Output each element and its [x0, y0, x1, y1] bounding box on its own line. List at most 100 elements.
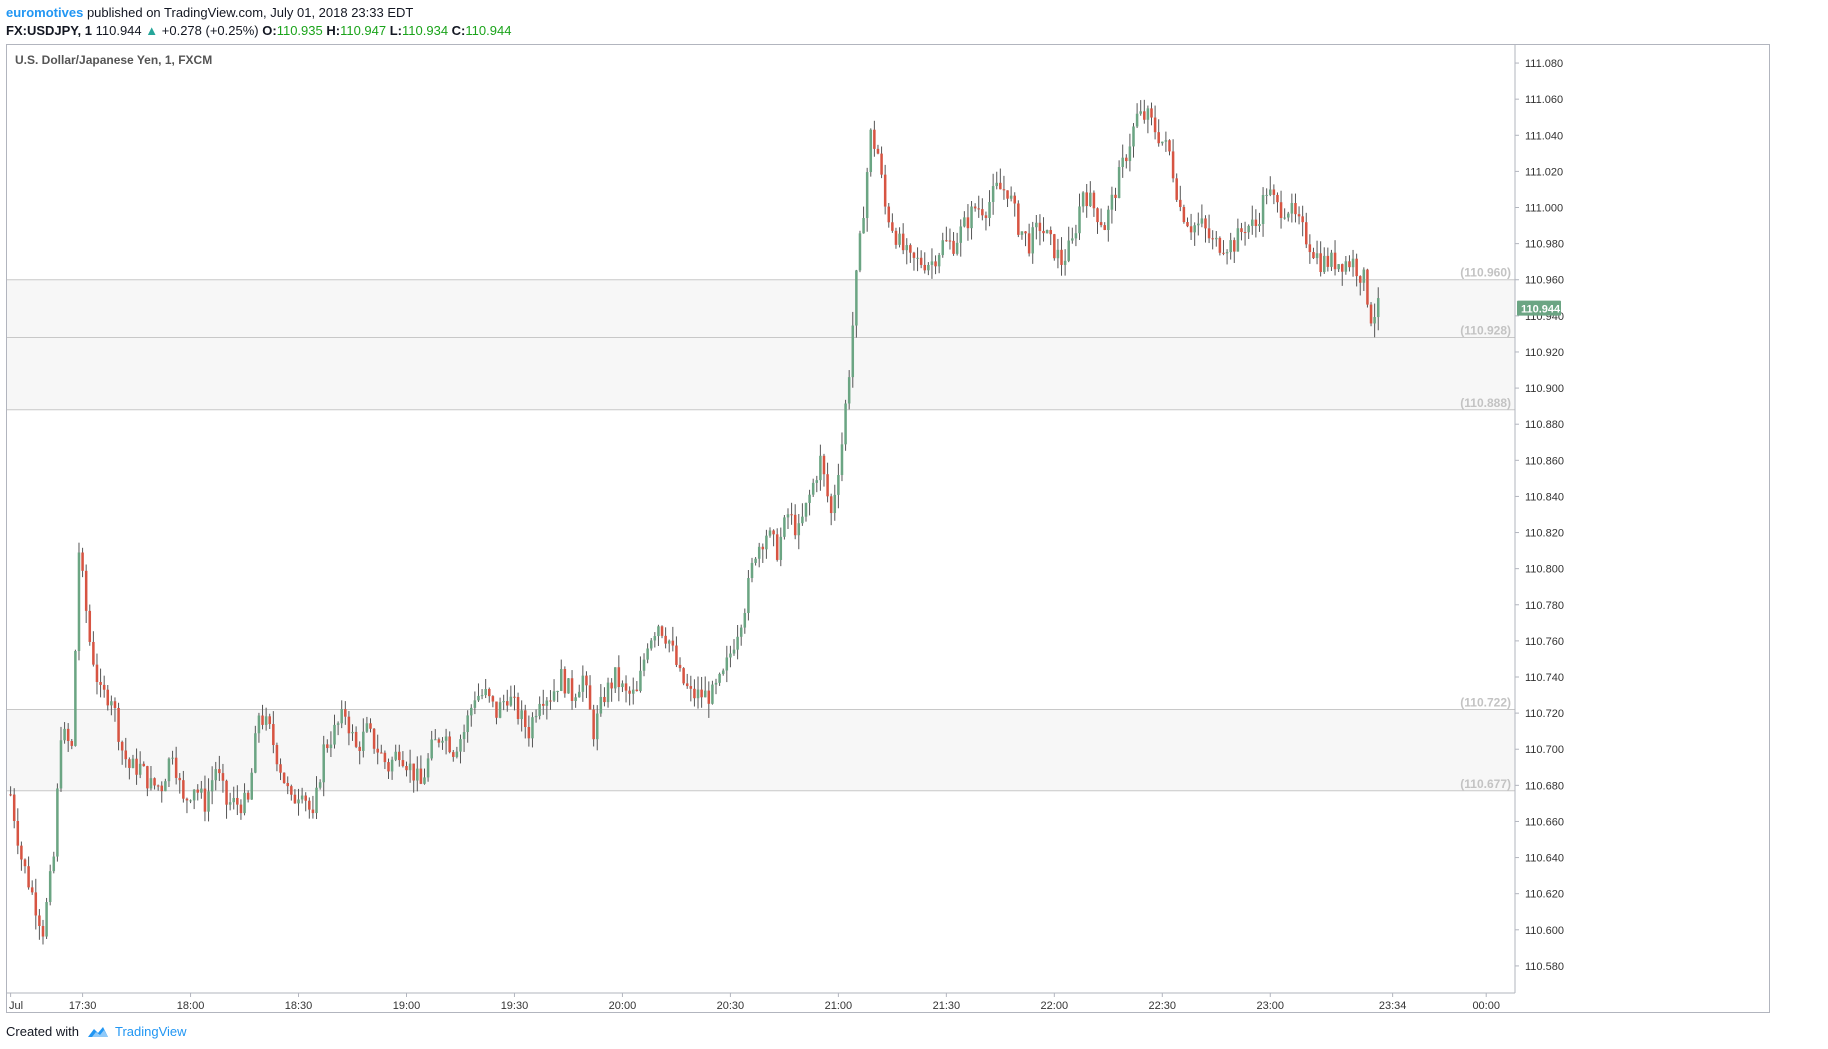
- candle-body: [757, 546, 761, 559]
- x-tick-label: 21:30: [933, 1000, 961, 1012]
- candle-body: [455, 751, 459, 757]
- candle-body: [1322, 255, 1326, 273]
- candle-body: [693, 688, 696, 699]
- candle-body: [545, 700, 549, 706]
- candle-body: [185, 798, 189, 801]
- current-price-tag: [1517, 300, 1561, 316]
- candle-body: [1060, 249, 1063, 265]
- candle-body: [1009, 195, 1013, 199]
- tradingview-logo-icon[interactable]: [87, 1025, 109, 1039]
- candle-body: [70, 740, 74, 746]
- x-tick-label: 21:00: [825, 1000, 853, 1012]
- x-tick-label: 19:00: [393, 1000, 421, 1012]
- candle-body: [765, 535, 768, 550]
- candle-body: [714, 682, 718, 685]
- x-tick-label: 20:30: [717, 1000, 745, 1012]
- candle-body: [246, 792, 250, 800]
- candle-body: [200, 788, 203, 793]
- candle-body: [725, 657, 729, 671]
- author-link[interactable]: euromotives: [6, 5, 84, 20]
- candle-body: [952, 240, 955, 254]
- candle-body: [1222, 252, 1225, 254]
- candle-body: [365, 723, 369, 732]
- candle-body: [689, 686, 693, 689]
- candle-body: [671, 640, 675, 646]
- candle-body: [621, 683, 624, 688]
- candle-body: [617, 667, 621, 688]
- candle-body: [1225, 252, 1229, 254]
- close-value: 110.944: [465, 23, 512, 38]
- candle-body: [768, 530, 772, 536]
- candle-body: [667, 640, 671, 644]
- candle-body: [819, 455, 822, 481]
- x-tick-label: 18:30: [285, 1000, 313, 1012]
- candle-body: [1276, 194, 1279, 203]
- candle-body: [146, 766, 149, 789]
- candle-body: [581, 675, 585, 692]
- candle-body: [966, 217, 970, 229]
- candle-body: [484, 688, 487, 696]
- candle-body: [531, 717, 534, 739]
- candle-body: [736, 636, 739, 650]
- candle-body: [732, 649, 736, 654]
- candle-body: [898, 233, 901, 245]
- candle-body: [1186, 222, 1189, 227]
- candle-body: [1179, 199, 1182, 208]
- y-tick-label: 110.800: [1525, 564, 1564, 576]
- level-label: (110.928): [1460, 324, 1511, 338]
- candle-body: [862, 218, 865, 234]
- candle-body: [1146, 108, 1150, 120]
- candle-body: [592, 709, 595, 740]
- header-ohlc-line: FX:USDJPY, 1 110.944 ▲ +0.278 (+0.25%) O…: [6, 22, 511, 40]
- level-label: (110.677): [1460, 777, 1511, 791]
- candle-body: [1089, 192, 1092, 207]
- candle-body: [930, 261, 934, 265]
- candle-body: [81, 552, 84, 571]
- y-tick-label: 110.820: [1525, 528, 1564, 540]
- candle-body: [84, 570, 88, 611]
- candle-body: [336, 723, 340, 725]
- candle-body: [901, 233, 905, 251]
- candle-body: [833, 494, 837, 514]
- candle-body: [603, 696, 606, 703]
- candle-body: [822, 455, 826, 475]
- candle-body: [685, 683, 689, 687]
- candle-body: [840, 444, 844, 476]
- candle-body: [110, 701, 113, 706]
- tradingview-link[interactable]: TradingView: [114, 1024, 187, 1039]
- candle-body: [1254, 219, 1258, 227]
- candle-body: [873, 129, 876, 149]
- candle-body: [394, 751, 397, 760]
- candle-body: [1035, 222, 1038, 228]
- y-tick-label: 110.580: [1525, 961, 1564, 973]
- candle-body: [1132, 126, 1135, 147]
- close-label: C:: [451, 23, 466, 38]
- candle-body: [1373, 317, 1376, 324]
- candle-body: [279, 764, 282, 773]
- candle-body: [444, 736, 448, 741]
- candle-body: [1290, 203, 1294, 214]
- up-arrow-icon: ▲: [145, 23, 159, 38]
- candle-body: [995, 182, 998, 187]
- y-tick-label: 110.920: [1525, 347, 1564, 359]
- candle-body: [743, 613, 747, 628]
- price-chart[interactable]: (110.960) (110.928) (110.888) (110.722) (110…: [7, 45, 1769, 1012]
- candle-body: [329, 744, 333, 749]
- candle-body: [311, 809, 315, 814]
- candle-body: [613, 667, 617, 689]
- candle-body: [894, 230, 898, 245]
- candle-body: [577, 691, 581, 698]
- chart-area[interactable]: (110.960) (110.928) (110.888) (110.722) (110…: [6, 44, 1770, 1013]
- candle-body: [1027, 233, 1031, 254]
- x-tick-label: 23:34: [1379, 1000, 1407, 1012]
- candle-body: [99, 681, 102, 685]
- y-tick-label: 110.860: [1525, 455, 1564, 467]
- candle-body: [970, 206, 973, 229]
- open-label: O:: [262, 23, 277, 38]
- candle-body: [941, 240, 945, 256]
- candle-body: [1200, 218, 1204, 224]
- candle-body: [210, 780, 214, 792]
- candle-body: [1063, 260, 1067, 265]
- candle-body: [1074, 233, 1078, 239]
- candle-body: [664, 635, 667, 644]
